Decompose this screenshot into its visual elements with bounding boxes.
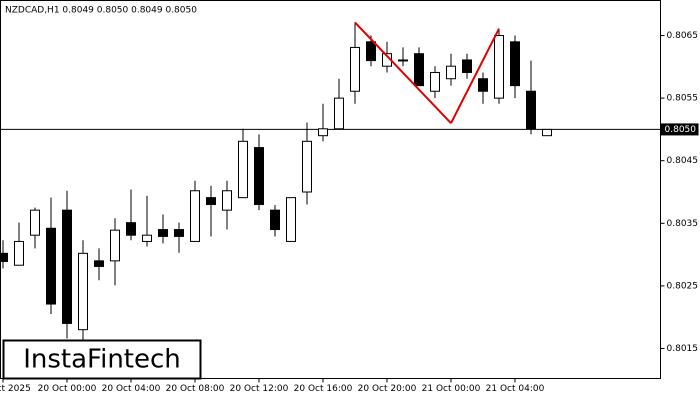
candle-body (174, 229, 184, 237)
y-tick-label: 0.8025 (667, 281, 699, 291)
candle-body (414, 53, 424, 87)
candle-body (142, 234, 152, 242)
candle-body (62, 209, 72, 324)
candle-body (78, 252, 88, 331)
y-tick-label: 0.8045 (667, 156, 699, 166)
x-tick-label: 20 Oct 20:00 (358, 384, 417, 394)
plot-frame (0, 0, 661, 379)
y-tick-label: 0.8065 (667, 31, 699, 41)
candle-body (430, 71, 440, 92)
candle-body (286, 197, 296, 242)
candle-body (238, 140, 248, 199)
y-tick-label: 0.8035 (667, 219, 699, 229)
candle-body (542, 128, 552, 137)
candle-body (14, 240, 24, 266)
chart-title: NZDCAD,H1 0.8049 0.8050 0.8049 0.8050 (5, 6, 197, 16)
candle-body (478, 78, 488, 92)
candle-body (526, 90, 536, 130)
candle-body (302, 140, 312, 193)
x-tick-label: 20 Oct 00:00 (38, 384, 97, 394)
candle-body (110, 229, 120, 262)
pattern-line (450, 28, 500, 124)
current-price-label: 0.8050 (665, 125, 697, 135)
candle-body (334, 97, 344, 130)
candle-body (222, 190, 232, 211)
y-tick-label: 0.8015 (667, 344, 699, 354)
candle-body (462, 59, 472, 73)
candle-body (366, 41, 376, 62)
watermark: InstaFintech (23, 345, 181, 375)
candle-body (0, 252, 8, 262)
candle-body (158, 229, 168, 237)
x-tick-label: 20 Oct 08:00 (166, 384, 225, 394)
candle-body (30, 209, 40, 236)
candle-body (46, 227, 56, 305)
candle-body (94, 260, 104, 267)
candle-body (350, 46, 360, 92)
x-tick-label: 17 Oct 2025 (0, 384, 31, 394)
x-tick-label: 20 Oct 16:00 (294, 384, 353, 394)
pattern-line (354, 21, 452, 124)
candle-body (510, 41, 520, 87)
candle-body (126, 222, 136, 236)
candle-body (190, 190, 200, 242)
candle-body (398, 59, 408, 62)
watermark-box (2, 339, 202, 380)
x-tick-label: 21 Oct 00:00 (422, 384, 481, 394)
candle-body (206, 197, 216, 206)
candle-body (494, 35, 504, 99)
candle-body (318, 128, 328, 137)
candle-body (446, 65, 456, 80)
candle-body (270, 209, 280, 231)
x-tick-label: 21 Oct 04:00 (486, 384, 545, 394)
candle-body (254, 147, 264, 206)
x-tick-label: 20 Oct 04:00 (102, 384, 161, 394)
y-tick-label: 0.8055 (667, 94, 699, 104)
x-tick-label: 20 Oct 12:00 (230, 384, 289, 394)
current-price-box (660, 123, 699, 136)
